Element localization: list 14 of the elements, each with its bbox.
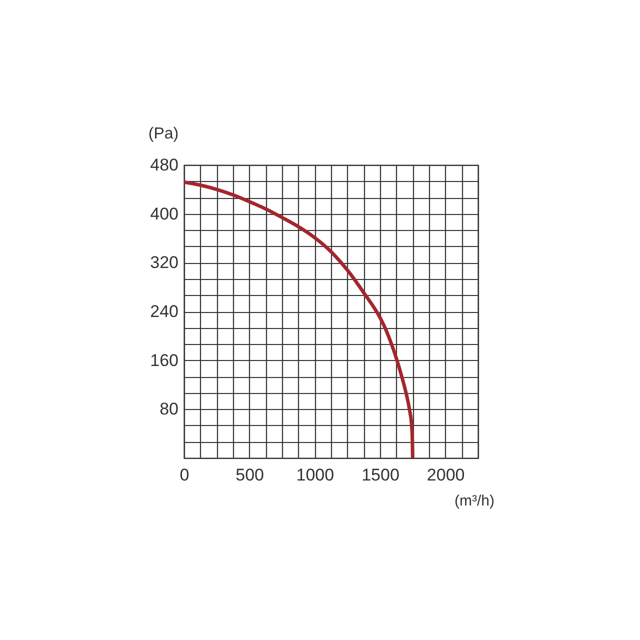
x-tick-label: 1500 bbox=[362, 466, 400, 484]
x-tick-label: 500 bbox=[236, 466, 264, 484]
y-tick-label: 240 bbox=[150, 302, 178, 321]
x-tick-label: 0 bbox=[180, 466, 190, 484]
y-tick-label: 400 bbox=[150, 204, 178, 224]
y-axis-title: (Pa) bbox=[148, 126, 179, 142]
x-tick-label: 2000 bbox=[426, 466, 465, 484]
y-tick-label: 80 bbox=[160, 400, 178, 419]
x-axis-title: (m³/h) bbox=[454, 492, 494, 510]
y-tick-label: 320 bbox=[150, 253, 178, 272]
y-tick-label: 480 bbox=[150, 156, 178, 174]
y-tick-label: 160 bbox=[150, 350, 178, 370]
x-tick-label: 1000 bbox=[296, 466, 334, 484]
line-series bbox=[184, 180, 414, 458]
